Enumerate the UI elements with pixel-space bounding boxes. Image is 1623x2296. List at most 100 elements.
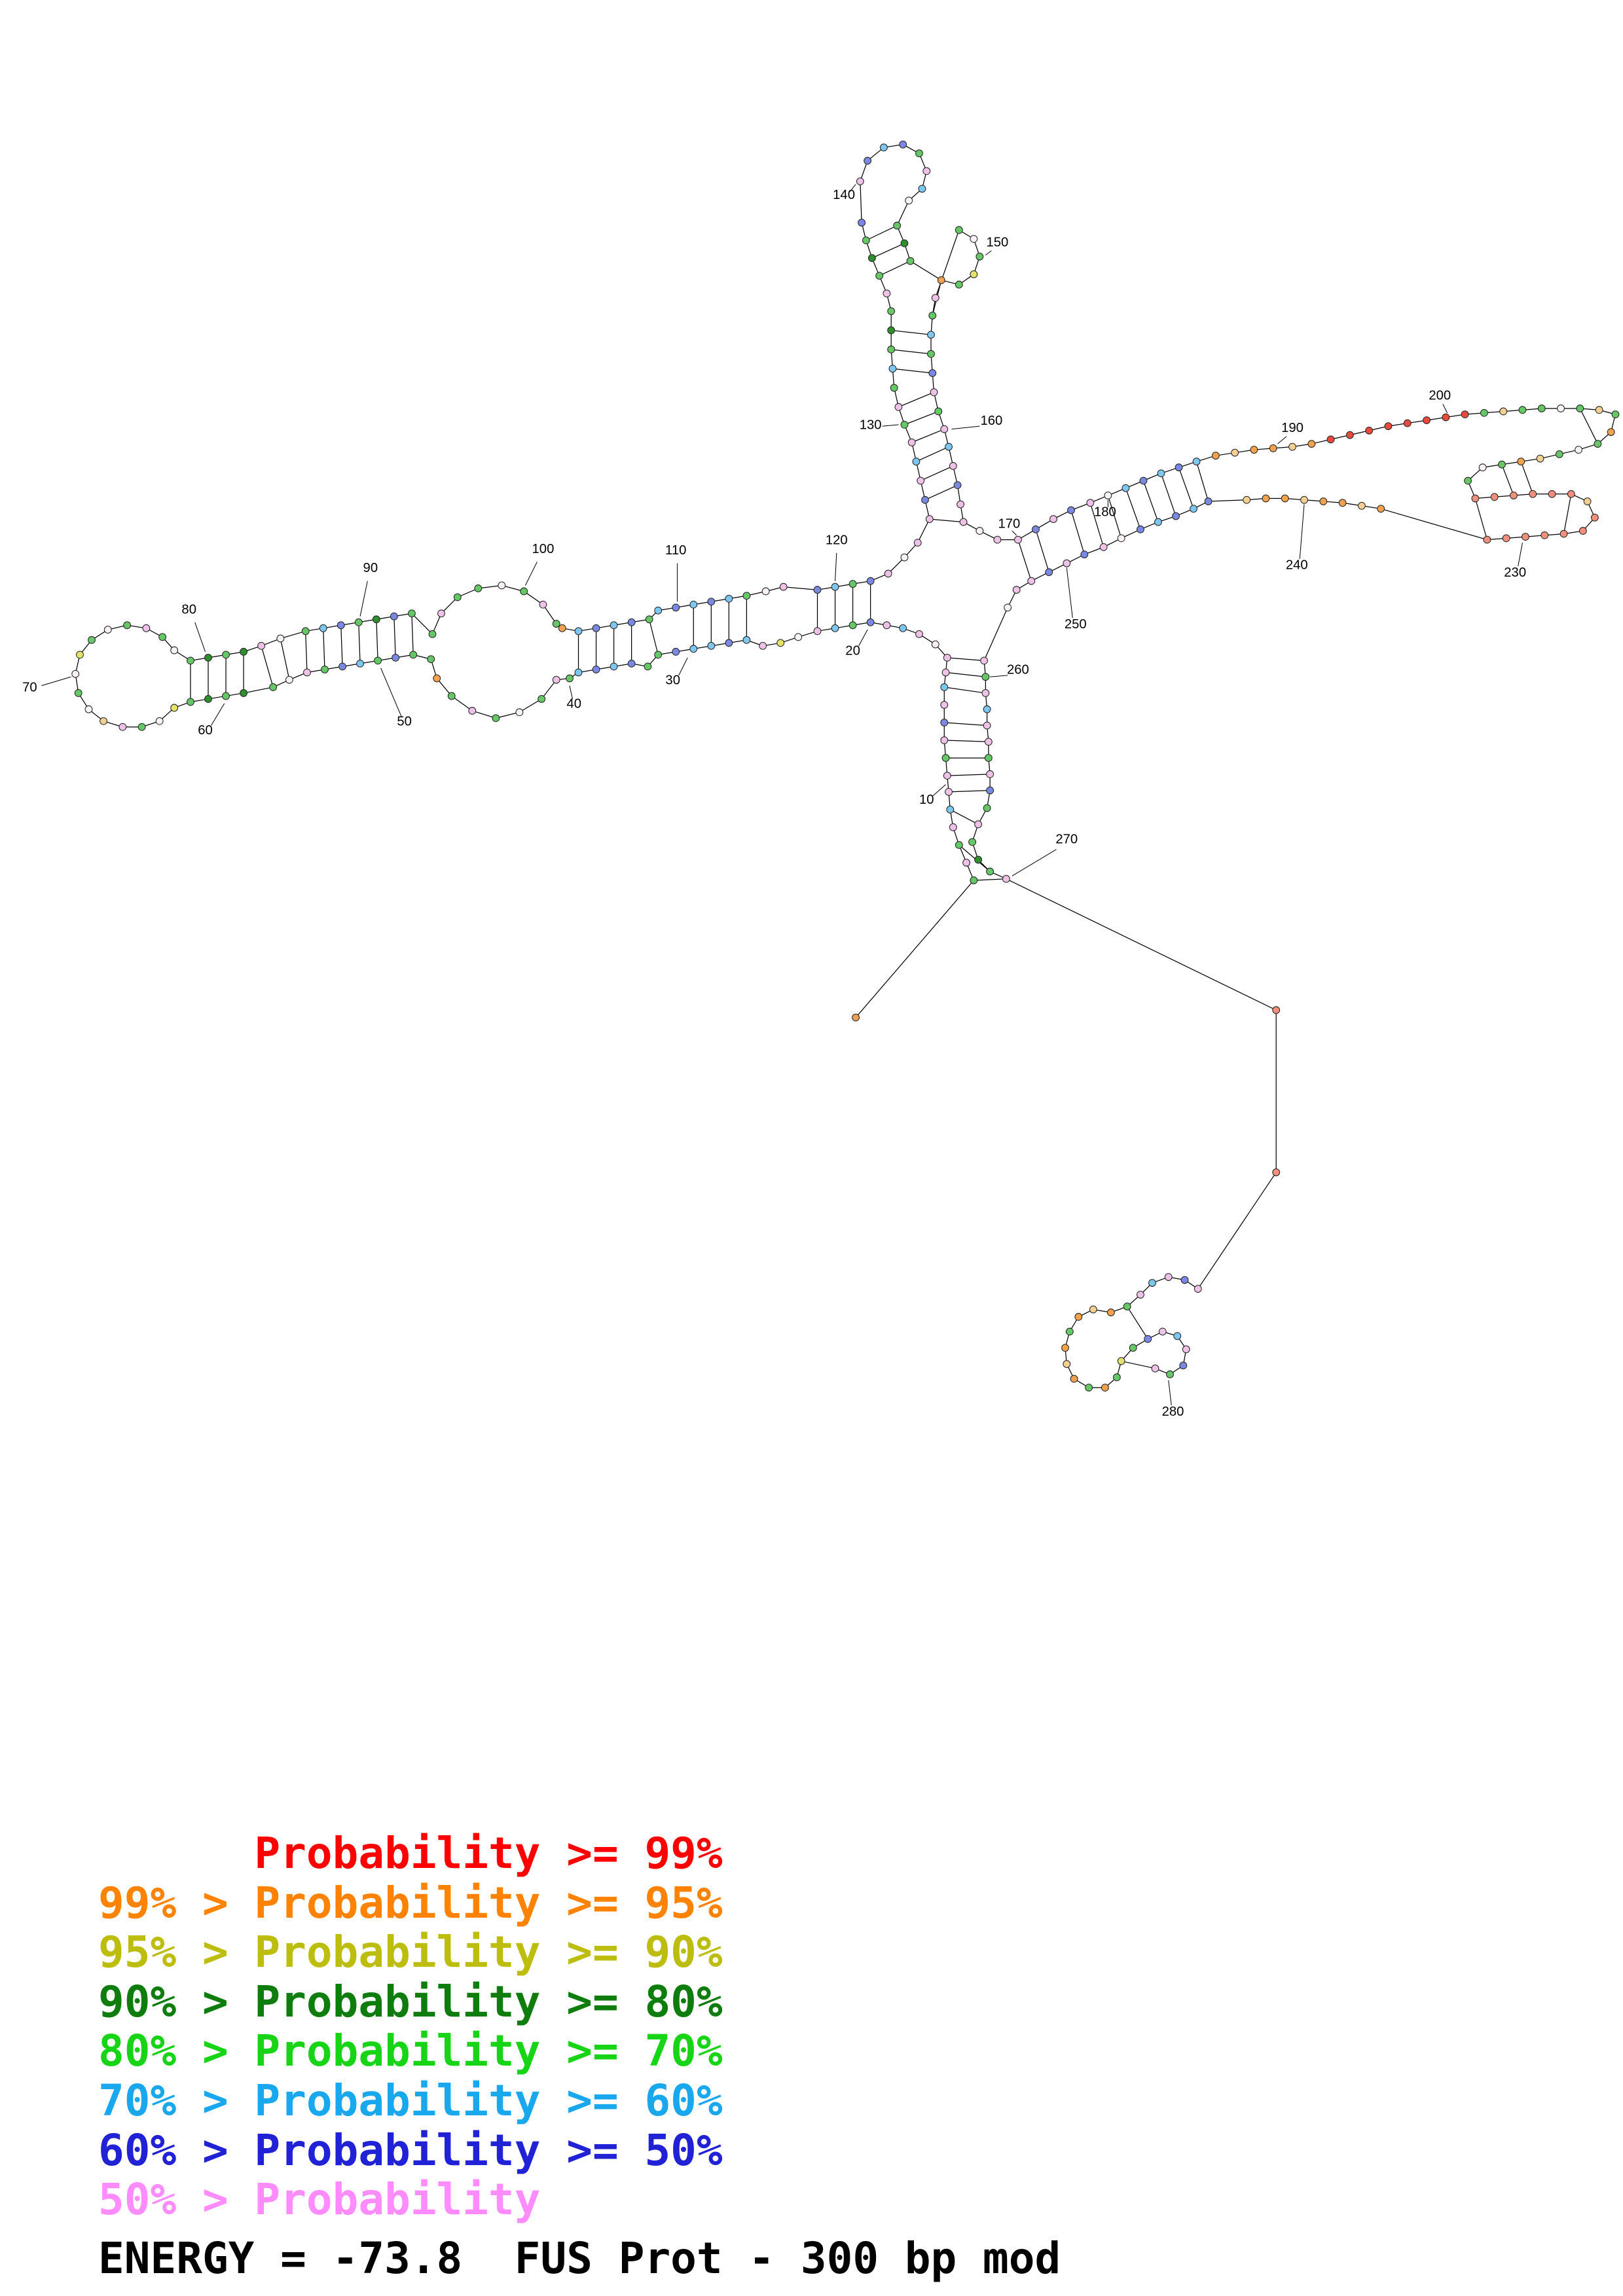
nucleotide [1272, 1006, 1281, 1014]
label-leader-line [849, 184, 856, 192]
label-leader-line [41, 676, 71, 687]
nucleotide [725, 639, 733, 647]
nucleotide [1117, 534, 1125, 543]
nucleotide [848, 580, 857, 588]
nucleotide [980, 656, 989, 665]
nucleotide [943, 653, 951, 662]
nucleotide [993, 535, 1002, 544]
nucleotide [1464, 476, 1472, 485]
base-pair-bond [958, 844, 991, 872]
nucleotide [1502, 534, 1510, 543]
nucleotide [981, 689, 990, 697]
nucleotide [858, 219, 866, 227]
backbone-path [75, 144, 1616, 1388]
nucleotide [883, 289, 891, 298]
nucleotide [437, 609, 445, 618]
label-leader-line [858, 629, 868, 647]
base-pair-bond [916, 446, 949, 462]
nucleotide [158, 633, 167, 641]
base-pair-bond [1035, 529, 1049, 573]
nucleotide [240, 689, 247, 697]
position-label: 190 [1281, 421, 1304, 435]
nucleotide [852, 1013, 860, 1022]
nucleotide [899, 140, 907, 149]
label-leader-line [951, 425, 980, 430]
nucleotide [1483, 535, 1491, 544]
nucleotide [552, 675, 560, 684]
nucleotide [1281, 494, 1289, 503]
nucleotide [928, 312, 937, 320]
label-leader-line [380, 668, 402, 717]
nucleotide [303, 668, 311, 677]
nucleotide [866, 618, 875, 626]
nucleotide [962, 859, 970, 867]
base-pair-bond [376, 619, 378, 661]
nucleotide [955, 841, 963, 849]
nucleotide [940, 701, 949, 709]
nucleotide [1074, 1313, 1083, 1321]
base-pair-bond [947, 774, 991, 776]
nucleotide [725, 594, 733, 603]
nucleotide [1537, 404, 1546, 413]
position-label: 160 [980, 414, 1002, 428]
position-label: 170 [998, 517, 1021, 531]
nucleotide [955, 226, 963, 234]
nucleotide [654, 651, 663, 659]
nucleotide [970, 235, 978, 243]
nucleotide [269, 683, 278, 691]
nucleotide [884, 569, 892, 578]
nucleotide [689, 600, 698, 609]
nucleotide [742, 636, 751, 644]
nucleotide [137, 723, 146, 731]
nucleotide [558, 624, 566, 632]
nucleotide [707, 598, 716, 606]
nucleotide [983, 721, 991, 730]
label-leader-line [1012, 849, 1057, 876]
nucleotide [707, 641, 716, 650]
nucleotide [928, 369, 937, 377]
nucleotide [887, 346, 896, 353]
legend-item: 60% > Probability >= 50% [98, 2125, 723, 2176]
label-leader-line [678, 657, 688, 676]
nucleotide [1517, 457, 1525, 466]
nucleotide [447, 692, 456, 700]
nucleotide [498, 581, 506, 590]
nucleotide [1590, 513, 1599, 522]
base-pair-bond [1125, 488, 1141, 530]
position-label: 240 [1286, 558, 1308, 573]
nucleotide [468, 707, 477, 715]
nucleotide [875, 272, 884, 280]
nucleotide [1080, 550, 1089, 559]
base-pair-bond [358, 622, 361, 664]
nucleotide [912, 457, 921, 466]
nucleotide [1172, 512, 1180, 520]
base-pair-bond [411, 613, 414, 655]
nucleotide [1065, 1327, 1074, 1336]
nucleotide [900, 553, 909, 562]
nucleotide [976, 253, 984, 260]
nucleotide [1611, 410, 1620, 419]
nucleotide [776, 639, 785, 647]
energy-label: ENERGY = -73.8 FUS Prot - 300 bp mod [98, 2233, 1061, 2284]
nucleotide [1243, 495, 1251, 504]
nucleotide [984, 738, 993, 746]
nucleotide [1548, 490, 1556, 498]
nucleotide [170, 646, 179, 655]
nucleotide [354, 618, 363, 626]
nucleotide [1575, 446, 1583, 454]
nucleotide [1144, 1335, 1152, 1343]
nucleotide [1518, 406, 1527, 414]
nucleotide [900, 420, 909, 429]
nucleotide [1045, 568, 1053, 577]
base-pair-bond [944, 740, 989, 742]
nucleotide [1106, 1308, 1115, 1317]
base-pair-bond [393, 616, 396, 658]
nucleotide [894, 403, 903, 411]
base-pair-bond [305, 631, 308, 673]
nucleotide [1529, 490, 1537, 498]
base-pair-bond [920, 465, 954, 482]
base-pair-bond [1107, 495, 1122, 539]
base-pair-bond [944, 722, 987, 726]
position-label: 150 [986, 235, 1008, 249]
nucleotide [759, 641, 767, 650]
